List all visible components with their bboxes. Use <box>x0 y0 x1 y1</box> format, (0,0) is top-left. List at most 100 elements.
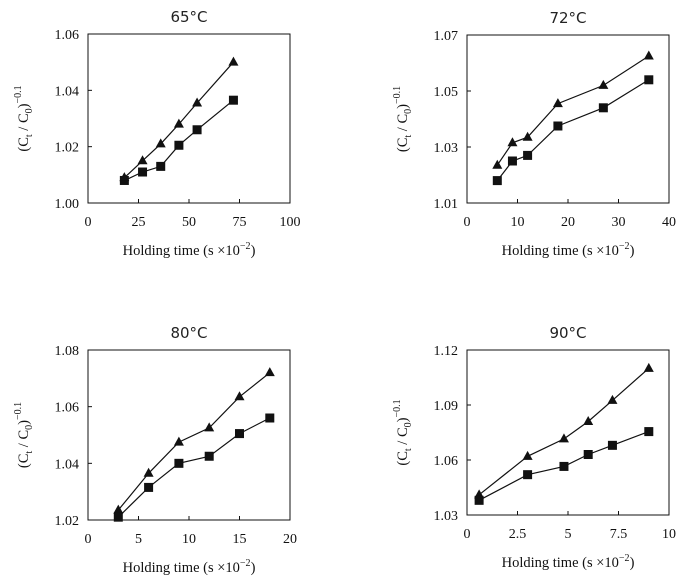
y-tick-label: 1.07 <box>434 29 459 44</box>
y-axis-label-part: (C <box>395 451 411 466</box>
y-axis-label-part: ) <box>395 104 411 109</box>
y-axis-label-part: t <box>403 448 414 451</box>
triangle-point <box>643 50 654 60</box>
y-axis-label-part: −0.1 <box>13 402 24 420</box>
chart-title: 80°C <box>170 324 207 342</box>
chart-title: 90°C <box>549 324 586 342</box>
x-tick-label: 40 <box>662 215 676 230</box>
x-tick-label: 10 <box>662 527 676 542</box>
x-tick-label: 5 <box>565 527 572 542</box>
y-axis-label-part: 0 <box>24 108 35 113</box>
x-axis-label-text: Holding time (s ×10 <box>123 243 240 259</box>
square-point <box>607 440 617 450</box>
series-line-triangle <box>496 55 650 166</box>
triangle-point <box>113 504 124 514</box>
series-line-square <box>478 431 650 501</box>
y-tick-label: 1.04 <box>55 457 80 472</box>
series-line-square <box>117 417 271 518</box>
y-tick-label: 1.08 <box>55 344 80 359</box>
triangle-point <box>598 79 609 89</box>
square-point <box>235 429 244 439</box>
x-axis-label-close: ) <box>630 555 635 571</box>
triangle-point <box>583 416 594 425</box>
y-axis-label-part: −0.1 <box>13 85 24 103</box>
y-axis-label-part: / C <box>395 427 411 448</box>
chart-title: 65°C <box>170 8 207 26</box>
x-tick-label: 5 <box>135 532 142 547</box>
square-point <box>553 121 563 131</box>
y-axis-label-part: −0.1 <box>392 399 403 417</box>
square-point <box>523 470 533 480</box>
y-tick-label: 1.02 <box>55 141 80 156</box>
x-axis-label: Holding time (s ×10−2) <box>502 553 635 571</box>
y-axis-label-part: 0 <box>403 109 414 114</box>
x-axis-label: Holding time (s ×10−2) <box>502 241 635 259</box>
x-tick-label: 0 <box>464 215 471 230</box>
y-axis-label-part: −0.1 <box>392 86 403 104</box>
triangle-point <box>264 367 275 377</box>
y-tick-label: 1.06 <box>55 28 80 43</box>
y-tick-label: 1.12 <box>434 344 459 359</box>
square-point <box>598 103 608 113</box>
x-axis-label-close: ) <box>251 560 256 576</box>
chart-title: 72°C <box>549 9 586 27</box>
x-axis-label-close: ) <box>251 243 256 259</box>
triangle-point <box>234 391 245 401</box>
triangle-point <box>643 362 654 372</box>
y-tick-label: 1.06 <box>55 401 80 416</box>
x-tick-label: 50 <box>182 215 196 230</box>
y-axis-label: (Ct / C0)−0.1 <box>392 399 414 465</box>
square-point <box>119 175 129 185</box>
square-point <box>474 495 484 505</box>
triangle-point <box>173 118 184 128</box>
y-axis-label-part: t <box>403 135 414 138</box>
triangle-point <box>173 436 184 446</box>
triangle-point <box>137 155 148 165</box>
x-tick-label: 0 <box>85 215 92 230</box>
series-line-square <box>496 79 650 181</box>
square-point <box>583 450 593 459</box>
square-point <box>492 176 502 186</box>
square-point <box>228 95 238 105</box>
triangle-point <box>204 422 215 432</box>
square-point <box>174 140 184 150</box>
x-axis-label-exponent: −2 <box>240 241 251 252</box>
triangle-point <box>228 56 239 66</box>
triangle-point <box>552 98 563 108</box>
series-line-triangle <box>478 367 650 496</box>
y-axis-label-part: ) <box>16 103 32 108</box>
x-tick-label: 7.5 <box>610 527 628 542</box>
y-axis-label-part: 0 <box>24 425 35 430</box>
x-axis-label-text: Holding time (s ×10 <box>123 560 240 576</box>
y-axis-label-part: ) <box>16 420 32 425</box>
y-axis-label-part: / C <box>16 430 32 451</box>
y-axis-label: (Ct / C0)−0.1 <box>13 402 35 468</box>
x-tick-label: 10 <box>182 532 196 547</box>
y-tick-label: 1.04 <box>55 84 80 99</box>
square-point <box>204 451 214 461</box>
triangle-point <box>522 131 533 141</box>
square-point <box>523 150 533 160</box>
x-axis-label-exponent: −2 <box>619 241 630 252</box>
chart-panel-2: 72°C 1.01 1.03 1.05 1.07 0 10 20 30 40 Holding tim… <box>392 9 676 259</box>
y-axis-label: (Ct / C0)−0.1 <box>392 86 414 152</box>
y-axis-label-part: / C <box>395 114 411 135</box>
square-point <box>138 167 148 177</box>
y-axis-label-part: / C <box>16 113 32 134</box>
square-point <box>507 156 517 166</box>
square-point <box>265 413 275 423</box>
square-point <box>644 427 654 437</box>
x-tick-label: 0 <box>464 527 471 542</box>
x-axis-label-exponent: −2 <box>240 558 251 569</box>
x-tick-label: 10 <box>511 215 525 230</box>
x-tick-label: 75 <box>233 215 247 230</box>
chart-panel-1: 65°C 1.00 1.02 1.04 1.06 0 25 50 75 100 Holding ti… <box>13 8 301 259</box>
x-axis-label: Holding time (s ×10−2) <box>123 241 256 259</box>
y-tick-label: 1.03 <box>434 141 459 156</box>
y-axis-label-part: t <box>24 134 35 137</box>
y-tick-label: 1.02 <box>55 514 80 529</box>
y-axis-label-part: (C <box>16 137 32 152</box>
y-tick-label: 1.06 <box>434 454 459 469</box>
y-tick-label: 1.03 <box>434 509 459 524</box>
